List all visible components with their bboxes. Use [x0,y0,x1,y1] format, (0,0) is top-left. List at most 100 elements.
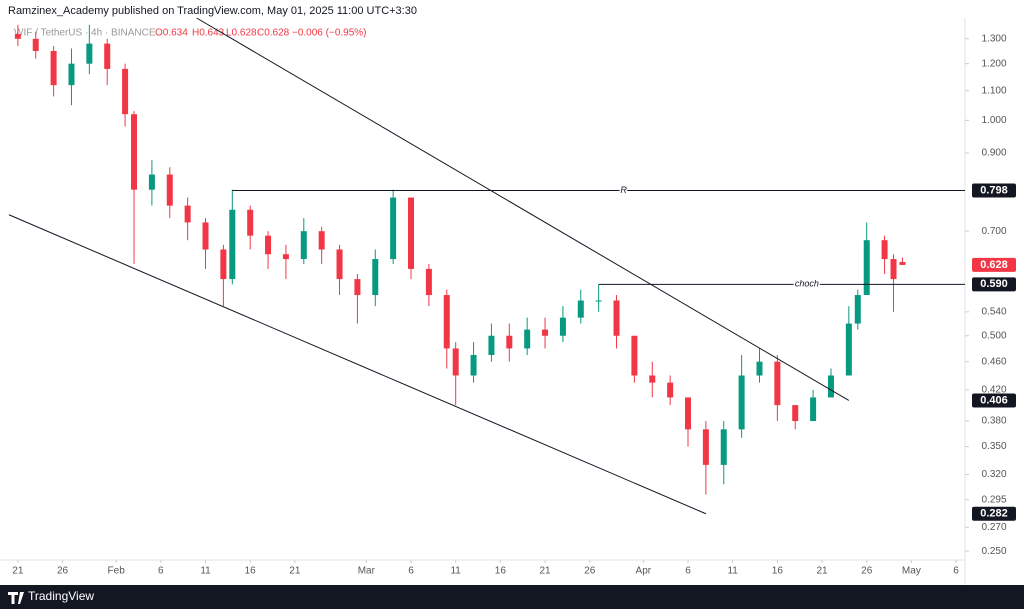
y-tick-label: 0.900 [981,148,1006,159]
candle-body [792,405,799,422]
last-price-label: 0.628 [980,259,1008,271]
candle-body [443,295,450,349]
x-tick-label: 16 [772,566,784,577]
x-tick-label: 6 [408,566,414,577]
candle-body [488,335,495,355]
candle-body [524,329,531,349]
ohlc-close: C0.628 [257,28,290,39]
level-label: 0.590 [980,278,1008,290]
candle-body [595,300,602,302]
background [0,0,1024,585]
y-tick-label: 1.200 [981,58,1006,69]
x-tick-label: 21 [12,566,24,577]
x-tick-label: 11 [450,566,461,577]
candle-body [265,235,272,255]
y-tick-label: 1.300 [981,33,1006,44]
candle-body [774,361,781,406]
candle-body [68,63,75,86]
trend-end-label: 0.406 [980,394,1008,406]
trend-line [196,17,850,401]
ohlc-high: H0.643 [192,28,225,39]
candle-body [845,323,852,376]
level-box [972,277,1016,292]
x-tick-label: 26 [57,566,69,577]
y-tick-label: 1.000 [981,115,1006,126]
candle-body [470,354,477,376]
candle-body [827,375,834,398]
y-tick-label: 0.700 [981,226,1006,237]
candle-body [667,382,674,398]
y-tick-label: 0.320 [981,469,1006,480]
y-tick-label: 0.380 [981,416,1006,427]
candle-body [300,231,307,260]
level-label: 0.798 [980,184,1008,196]
trend-end-box [972,506,1016,521]
candle-body [702,429,709,465]
candle-body [542,329,549,336]
y-tick-label: 0.540 [981,306,1006,317]
y-tick-label: 0.500 [981,330,1006,341]
footer [0,585,1024,609]
candle-body [452,348,459,376]
candle-body [318,231,325,250]
x-tick-label: 6 [953,566,959,577]
candle-body [184,205,191,223]
candle-body [881,240,888,260]
x-tick-label: Apr [636,566,652,577]
level-name: R [620,185,627,195]
candle-body [50,50,57,86]
candle-body [32,38,39,51]
x-tick-label: 21 [289,566,301,577]
ohlc-open: O0.634 [155,28,188,39]
candle-body [577,300,584,318]
candle-body [756,361,763,376]
candle-body [247,209,254,236]
candle-body [863,240,870,296]
candle-body [166,174,173,206]
trend-line [8,214,707,515]
candle-body [372,259,379,296]
x-tick-label: May [902,566,921,577]
candle-body [390,197,397,260]
candle-body [86,43,93,64]
x-tick-label: 6 [685,566,691,577]
symbol: WIF / TetherUS · 4h · BINANCE [14,28,156,39]
candle-body [14,34,21,39]
x-tick-label: 26 [584,566,596,577]
candle-body [354,279,361,296]
last-price-box [972,257,1016,272]
candle-body [649,375,656,383]
header-title: Ramzinex_Academy published on TradingVie… [8,5,417,17]
y-tick-label: 0.295 [981,494,1006,505]
x-tick-label: 26 [861,566,873,577]
candle-body [506,335,513,349]
logo [8,592,24,604]
x-tick-label: Feb [108,566,126,577]
candle-body [229,209,236,280]
trend-end-label: 0.282 [980,508,1008,520]
x-tick-label: 11 [200,566,211,577]
candle-body [890,259,897,280]
brand: TradingView [28,589,94,603]
x-tick-label: Mar [358,566,376,577]
candle-body [613,300,620,336]
candle-body [131,114,138,190]
candle-body [559,317,566,336]
candle-body [408,197,415,269]
candle-body [336,249,343,280]
x-tick-label: 21 [816,566,828,577]
candle-body [899,261,906,265]
candle-body [810,397,817,422]
x-tick-label: 6 [158,566,164,577]
ohlc-low: L0.628 [226,28,257,39]
y-tick-label: 0.350 [981,441,1006,452]
candle-body [854,295,861,324]
candle-body [202,222,209,250]
trend-end-box [972,393,1016,408]
level-name: choch [795,279,819,289]
candle-body [738,375,745,430]
level-box [972,183,1016,198]
candle-body [220,249,227,280]
candle-body [282,254,289,260]
